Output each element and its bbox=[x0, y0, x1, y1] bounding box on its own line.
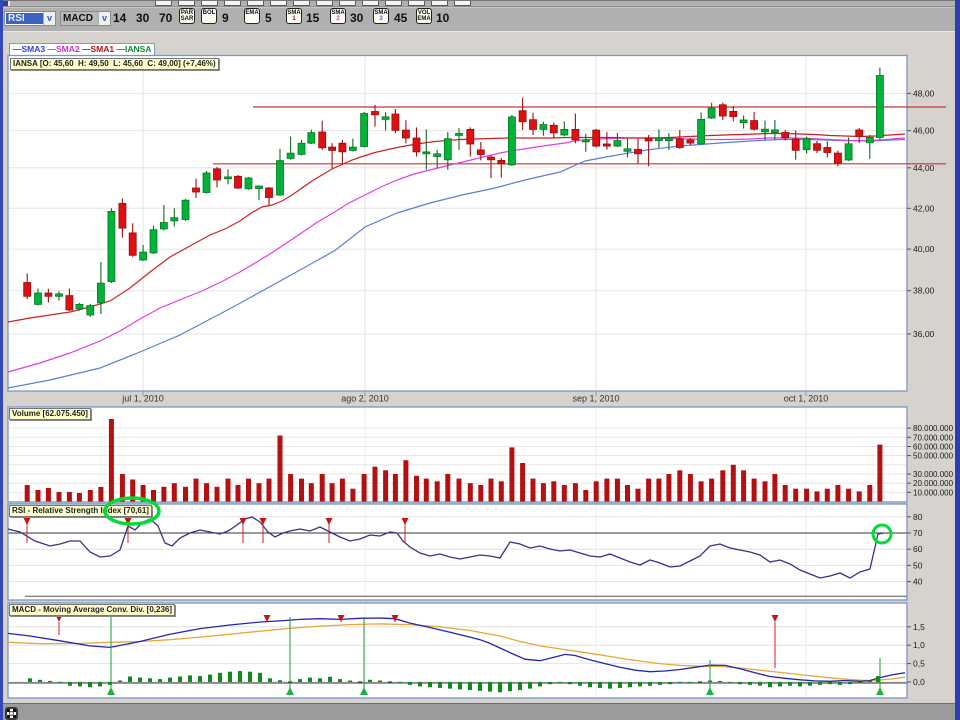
svg-text:80: 80 bbox=[913, 512, 923, 522]
svg-text:48,00: 48,00 bbox=[913, 88, 935, 98]
svg-text:60.000.000: 60.000.000 bbox=[913, 443, 954, 452]
svg-text:30.000.000: 30.000.000 bbox=[913, 470, 954, 479]
svg-text:40,00: 40,00 bbox=[913, 244, 935, 254]
svg-text:0,0: 0,0 bbox=[913, 677, 925, 687]
svg-text:20.000.000: 20.000.000 bbox=[913, 479, 954, 488]
svg-text:50.000.000: 50.000.000 bbox=[913, 452, 954, 461]
svg-text:38,00: 38,00 bbox=[913, 286, 935, 296]
svg-text:60: 60 bbox=[913, 544, 923, 554]
svg-text:46,00: 46,00 bbox=[913, 126, 935, 136]
svg-text:36,00: 36,00 bbox=[913, 329, 935, 339]
svg-text:jul 1, 2010: jul 1, 2010 bbox=[121, 394, 164, 404]
svg-text:44,00: 44,00 bbox=[913, 163, 935, 173]
svg-text:50: 50 bbox=[913, 560, 923, 570]
svg-text:sep 1, 2010: sep 1, 2010 bbox=[572, 394, 619, 404]
svg-text:40: 40 bbox=[913, 577, 923, 587]
svg-text:0,5: 0,5 bbox=[913, 659, 925, 669]
svg-text:42,00: 42,00 bbox=[913, 203, 935, 213]
svg-text:ago 2, 2010: ago 2, 2010 bbox=[341, 394, 389, 404]
svg-text:1,0: 1,0 bbox=[913, 640, 925, 650]
svg-text:1,5: 1,5 bbox=[913, 622, 925, 632]
svg-text:10.000.000: 10.000.000 bbox=[913, 488, 954, 497]
svg-text:70.000.000: 70.000.000 bbox=[913, 433, 954, 442]
svg-text:80.000.000: 80.000.000 bbox=[913, 424, 954, 433]
svg-text:oct 1, 2010: oct 1, 2010 bbox=[784, 394, 829, 404]
svg-text:70: 70 bbox=[913, 528, 923, 538]
